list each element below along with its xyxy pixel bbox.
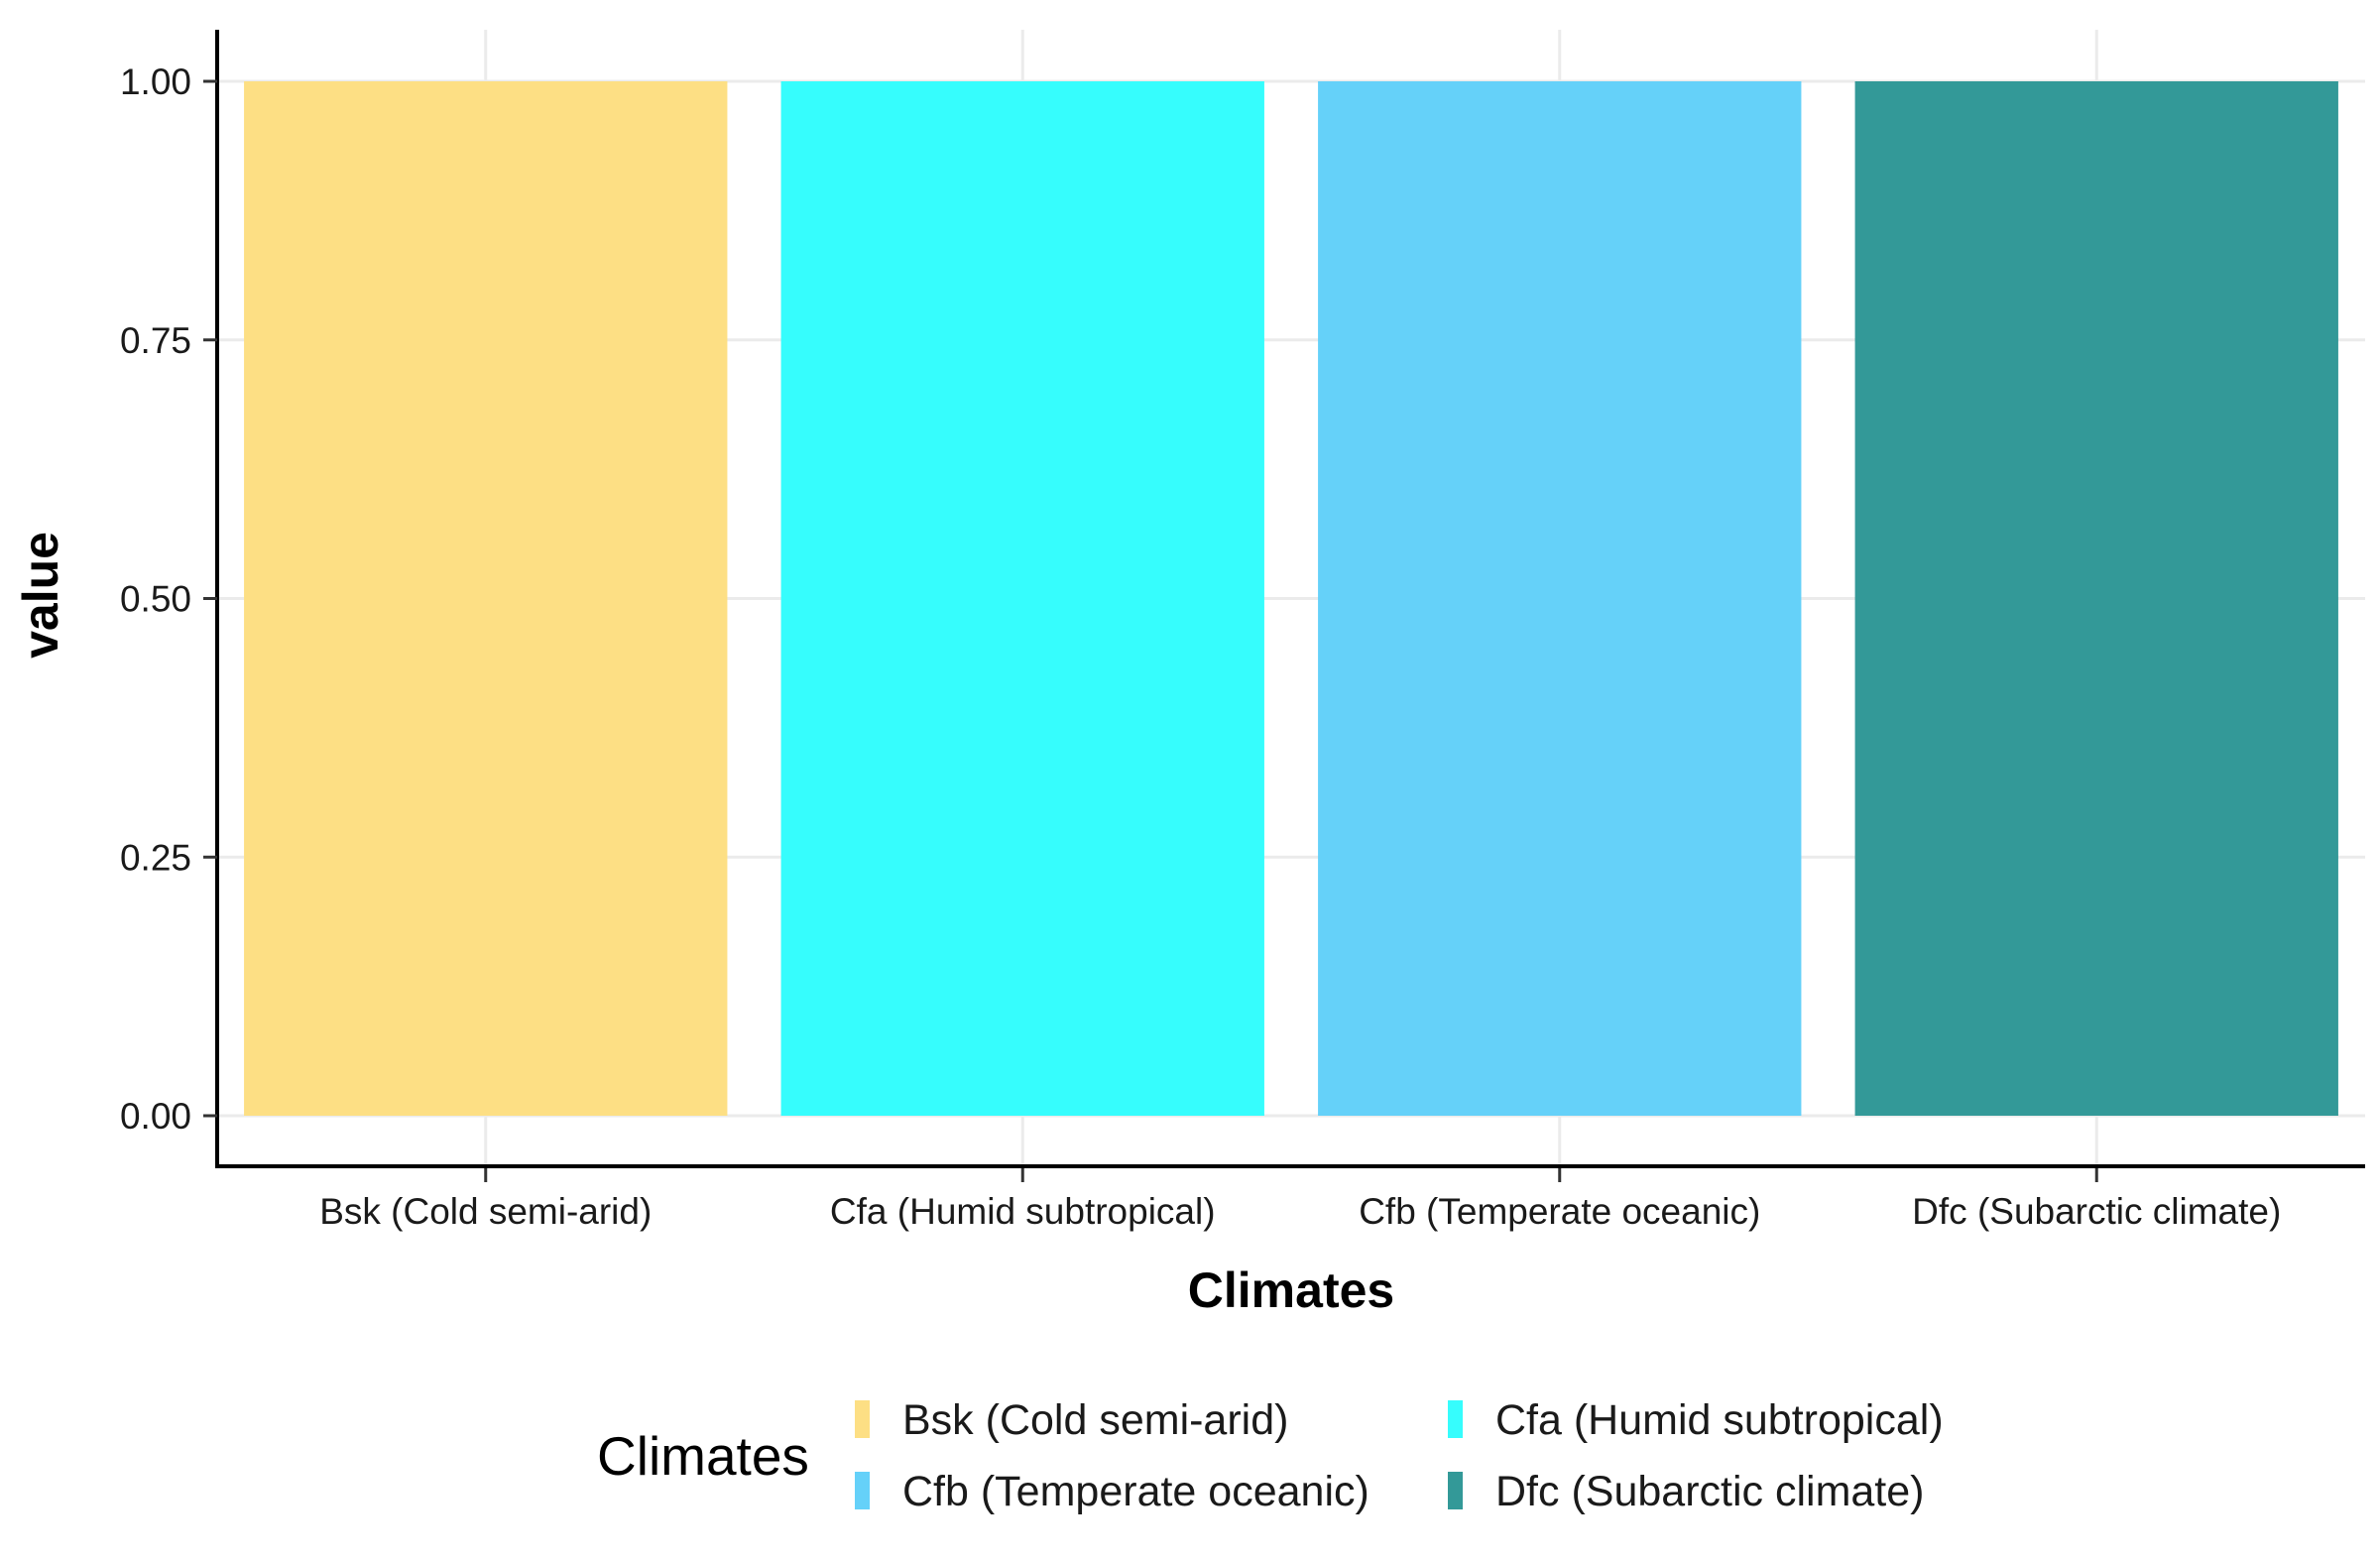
legend-key xyxy=(1448,1472,1463,1509)
legend-key xyxy=(855,1400,870,1438)
legend: Climates Bsk (Cold semi-arid) Cfa (Humid … xyxy=(597,1396,1944,1515)
y-tick-label: 0.00 xyxy=(120,1096,191,1137)
legend-items: Bsk (Cold semi-arid) Cfa (Humid subtropic… xyxy=(855,1396,1944,1515)
bar xyxy=(1318,81,1802,1116)
x-tick-label: Cfa (Humid subtropical) xyxy=(830,1191,1216,1232)
bar xyxy=(780,81,1264,1116)
y-tick-label: 1.00 xyxy=(120,61,191,102)
x-axis-title: Climates xyxy=(1188,1262,1394,1318)
legend-key xyxy=(855,1472,870,1509)
x-axis-ticks: Bsk (Cold semi-arid) Cfa (Humid subtropic… xyxy=(319,1168,2281,1232)
y-axis-ticks: 0.00 0.25 0.50 0.75 1.00 xyxy=(120,61,217,1137)
x-tick-label: Cfb (Temperate oceanic) xyxy=(1359,1191,1760,1232)
y-axis-title: value xyxy=(13,532,68,659)
legend-label: Cfb (Temperate oceanic) xyxy=(902,1468,1369,1515)
bars xyxy=(244,81,2338,1116)
legend-label: Cfa (Humid subtropical) xyxy=(1495,1396,1944,1444)
x-tick-label: Bsk (Cold semi-arid) xyxy=(319,1191,652,1232)
bar xyxy=(1854,81,2338,1116)
bar xyxy=(244,81,728,1116)
legend-key xyxy=(1448,1400,1463,1438)
legend-title: Climates xyxy=(597,1425,809,1487)
y-tick-label: 0.50 xyxy=(120,579,191,620)
x-tick-label: Dfc (Subarctic climate) xyxy=(1912,1191,2281,1232)
legend-label: Dfc (Subarctic climate) xyxy=(1495,1468,1924,1515)
y-tick-label: 0.75 xyxy=(120,320,191,361)
y-tick-label: 0.25 xyxy=(120,837,191,878)
legend-label: Bsk (Cold semi-arid) xyxy=(902,1396,1288,1444)
